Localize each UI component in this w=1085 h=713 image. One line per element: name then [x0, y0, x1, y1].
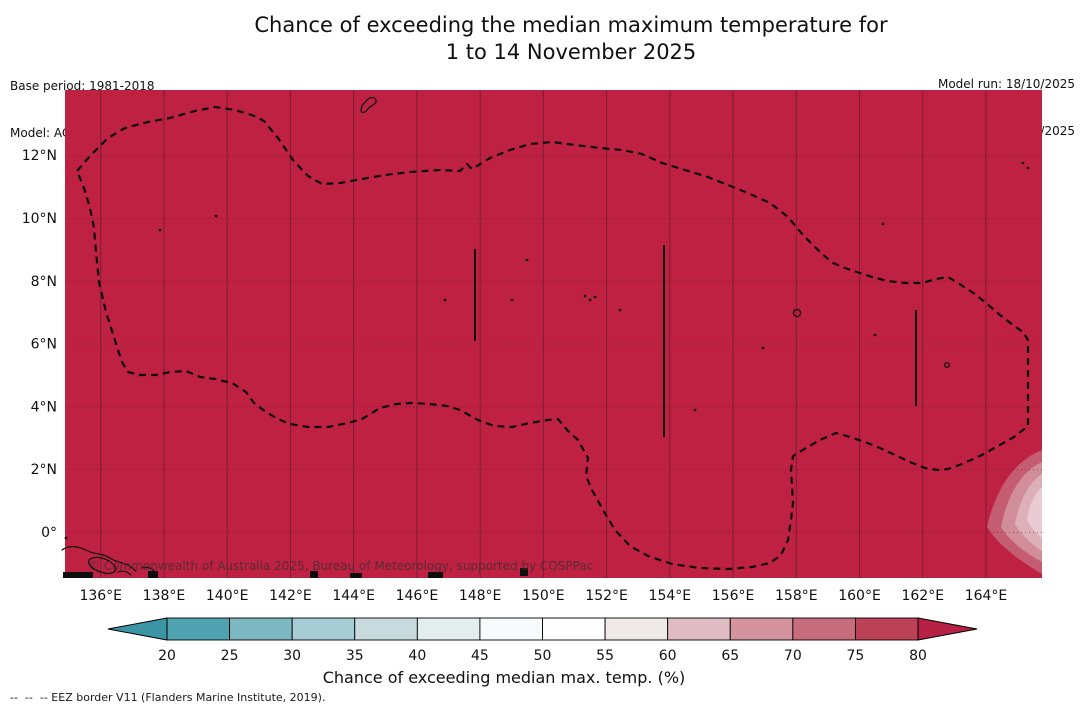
x-tick-label: 162°E [901, 588, 944, 604]
coastline-land [428, 572, 443, 578]
island-atoll-ring [943, 361, 951, 369]
island-dot [158, 228, 162, 232]
colorbar-tick-label: 35 [346, 648, 364, 664]
eez-border-dashed [75, 105, 1030, 571]
colorbar-tick-label: 75 [847, 648, 865, 664]
coastline [61, 546, 137, 572]
colorbar-segment [291, 617, 356, 641]
y-tick-label: 6°N [31, 337, 57, 353]
x-tick-label: 158°E [775, 588, 818, 604]
island-atoll-ring [792, 308, 802, 318]
island-outline [360, 96, 377, 114]
coastline-land [520, 568, 528, 576]
coastline-land [148, 571, 158, 578]
colorbar-label: Chance of exceeding median max. temp. (%… [323, 668, 686, 687]
base-period-label: Base period: 1981-2018 [10, 79, 155, 93]
colorbar-segment [416, 617, 481, 641]
colorbar-tick-label: 50 [534, 648, 552, 664]
island-dot [873, 333, 877, 337]
title-line-1: Chance of exceeding the median maximum t… [254, 13, 888, 37]
x-tick-label: 138°E [143, 588, 186, 604]
island-dot [583, 294, 587, 298]
coastline-land [310, 571, 318, 578]
island-dot [510, 298, 514, 302]
watermark-text: © Commonwealth of Australia 2025, Bureau… [88, 559, 593, 573]
colorbar-segment [604, 617, 669, 641]
coastline [117, 570, 132, 576]
x-tick-label: 164°E [965, 588, 1008, 604]
colorbar: 20 25 30 35 40 45 50 55 60 65 70 75 80 Chance of exce… [107, 617, 978, 687]
colorbar-tick-label: 30 [283, 648, 301, 664]
colorbar-tick-label: 65 [721, 648, 739, 664]
page-title: Chance of exceeding the median maximum t… [57, 12, 1085, 66]
contour-band-60-65 [1027, 487, 1042, 538]
island-dot [1021, 161, 1025, 165]
colorbar-segment [229, 617, 293, 641]
colorbar-tick-label: 55 [596, 648, 614, 664]
island-dot [761, 346, 765, 350]
island-dot [593, 295, 597, 299]
coastline [88, 556, 117, 575]
island-dot [881, 222, 885, 226]
island-dot [1026, 166, 1030, 170]
island-dot [443, 298, 447, 302]
probability-field [65, 90, 1042, 578]
x-tick-label: 154°E [649, 588, 692, 604]
x-tick-label: 152°E [585, 588, 628, 604]
colorbar-segment [667, 617, 731, 641]
x-tick-label: 148°E [459, 588, 502, 604]
colorbar-segment [792, 617, 856, 641]
model-run-label: Model run: 18/10/2025 [937, 77, 1075, 91]
colorbar-segment [479, 617, 543, 641]
x-tick-label: 136°E [79, 588, 122, 604]
x-tick-label: 146°E [396, 588, 439, 604]
colorbar-segment [354, 617, 418, 641]
colorbar-tick-label: 45 [471, 648, 489, 664]
x-tick-label: 142°E [269, 588, 312, 604]
colorbar-under-arrow [107, 617, 168, 641]
y-tick-label: 8°N [31, 274, 57, 290]
x-tick-label: 144°E [332, 588, 375, 604]
coastline-land [63, 572, 93, 578]
y-tick-label: 0° [41, 525, 57, 541]
island-dot [214, 214, 218, 218]
header-left: Base period: 1981-2018 Model: ACCESS-S2 [10, 48, 155, 172]
colorbar-over-arrow [917, 617, 978, 641]
eez-footnote: -- -- -- EEZ border V11 (Flanders Marine… [10, 691, 326, 704]
island-dot [618, 308, 622, 312]
colorbar-tick-label: 70 [784, 648, 802, 664]
colorbar-tick-label: 60 [659, 648, 677, 664]
x-tick-label: 140°E [206, 588, 249, 604]
colorbar-segment [166, 617, 231, 641]
coastline-land [350, 573, 362, 578]
colorbar-tick-label: 25 [221, 648, 239, 664]
x-tick-label: 150°E [522, 588, 565, 604]
y-tick-label: 4°N [31, 399, 57, 415]
island-dot [693, 408, 697, 412]
island-dot [64, 536, 68, 540]
colorbar-segment [729, 617, 794, 641]
x-tick-label: 156°E [712, 588, 755, 604]
y-tick-label: 2°N [31, 462, 57, 478]
colorbar-tick-label: 20 [158, 648, 176, 664]
island-dot [588, 298, 592, 302]
colorbar-segment [542, 617, 606, 641]
island-dot [525, 258, 529, 262]
map-plot: © Commonwealth of Australia 2025, Bureau… [61, 90, 1042, 578]
map-axes: 136°E 138°E 140°E 142°E 144°E 146°E 148°E 150°E… [22, 148, 1008, 604]
colorbar-segment [854, 617, 919, 641]
y-tick-label: 12°N [22, 148, 57, 164]
x-tick-label: 160°E [838, 588, 881, 604]
colorbar-tick-label: 40 [408, 648, 426, 664]
title-line-2: 1 to 14 November 2025 [445, 40, 697, 64]
y-tick-label: 10°N [22, 211, 57, 227]
colorbar-tick-label: 80 [909, 648, 927, 664]
